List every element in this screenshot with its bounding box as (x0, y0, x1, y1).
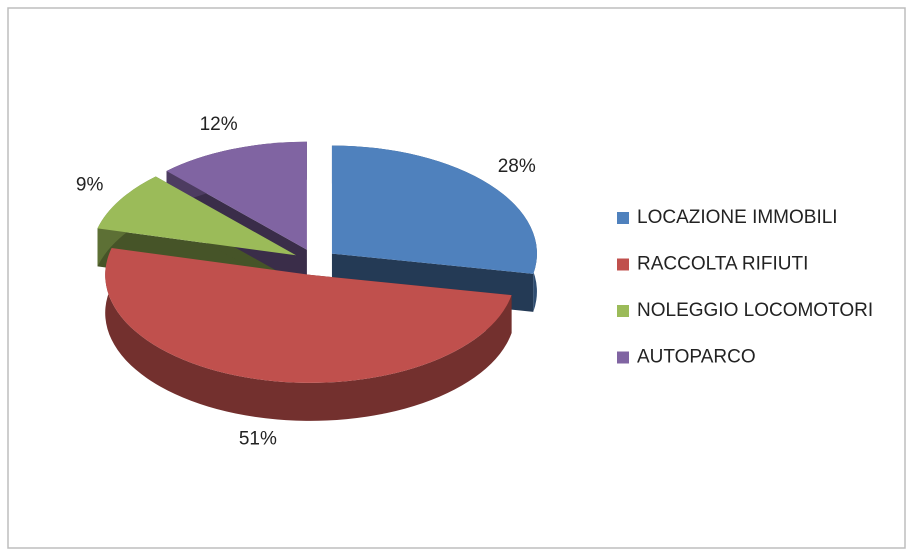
slice (97, 176, 297, 256)
legend-label: AUTOPARCO (637, 347, 756, 368)
legend-swatch (617, 351, 629, 364)
slice (331, 145, 537, 274)
data-label: 12% (200, 114, 238, 135)
slice (166, 141, 307, 250)
data-label: 28% (498, 156, 536, 177)
legend-swatch (617, 212, 629, 224)
legend-label: RACCOLTA RIFIUTI (637, 254, 808, 275)
legend-swatch (617, 258, 629, 271)
data-label: 51% (239, 428, 277, 449)
data-label: 9% (76, 174, 104, 195)
legend-label: NOLEGGIO LOCOMOTORI (637, 300, 873, 321)
legend-swatch (617, 305, 629, 317)
legend-label: LOCAZIONE IMMOBILI (637, 207, 838, 228)
slice-side (105, 248, 512, 421)
slice (105, 248, 512, 383)
